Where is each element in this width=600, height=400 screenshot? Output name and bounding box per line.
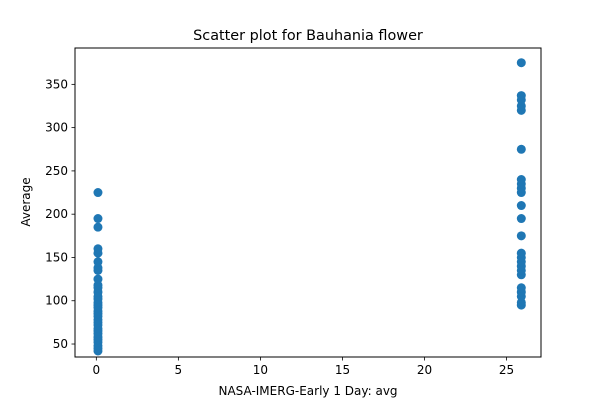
data-point	[516, 283, 526, 293]
data-point	[516, 58, 526, 68]
data-point	[516, 144, 526, 154]
data-point	[93, 188, 103, 198]
plot-frame	[74, 47, 542, 358]
data-point	[516, 175, 526, 185]
data-point	[93, 244, 103, 254]
y-axis-ticks: 50 100 150 200 250 300 350	[45, 77, 75, 351]
x-axis-label: NASA-IMERG-Early 1 Day: avg	[218, 384, 397, 398]
data-point	[516, 201, 526, 211]
chart-title: Scatter plot for Bauhania flower	[193, 28, 423, 44]
y-tick-label: 100	[45, 294, 68, 308]
y-tick-label: 250	[45, 164, 68, 178]
y-tick-label: 50	[53, 337, 68, 351]
points-layer	[93, 58, 526, 356]
data-point	[93, 214, 103, 224]
y-tick-label: 350	[45, 77, 68, 91]
data-point	[516, 91, 526, 101]
data-point	[93, 222, 103, 232]
data-point	[93, 274, 103, 284]
data-point	[516, 214, 526, 224]
x-tick-label: 15	[335, 363, 350, 377]
x-tick-label: 25	[499, 363, 514, 377]
x-axis-ticks: 0 5 10 15 20 25	[93, 357, 514, 377]
y-tick-label: 200	[45, 207, 68, 221]
x-tick-label: 0	[93, 363, 101, 377]
data-point	[93, 257, 103, 267]
data-point	[516, 248, 526, 258]
y-tick-label: 300	[45, 121, 68, 135]
y-tick-label: 150	[45, 250, 68, 264]
x-tick-label: 5	[175, 363, 183, 377]
data-point	[516, 231, 526, 241]
x-tick-label: 20	[417, 363, 432, 377]
x-tick-label: 10	[253, 363, 268, 377]
y-axis-label: Average	[19, 177, 33, 226]
